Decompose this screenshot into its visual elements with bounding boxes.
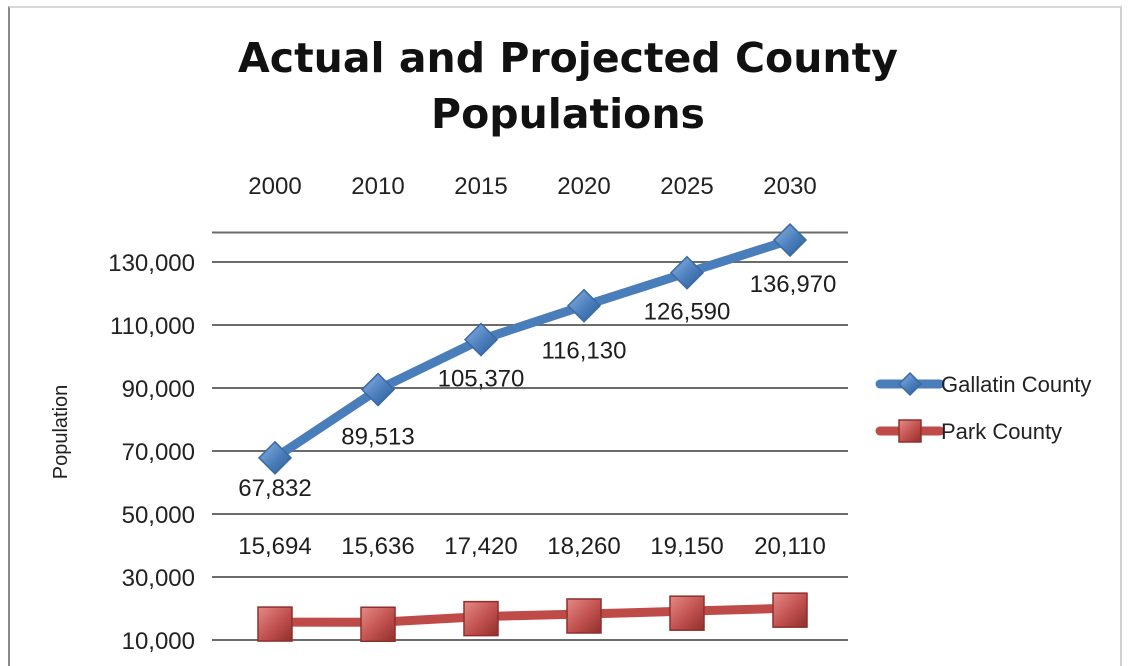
x-tick-label: 2020	[557, 173, 610, 200]
chart-title-line-2: Populations	[431, 90, 705, 138]
data-point-marker	[360, 372, 396, 407]
legend-label: Park County	[941, 419, 1062, 444]
x-tick-label: 2000	[248, 173, 301, 200]
data-point-marker	[772, 592, 808, 628]
y-tick-label: 90,000	[122, 376, 195, 403]
gridlines	[212, 231, 848, 641]
y-axis-title: Population	[50, 385, 72, 480]
data-label: 136,970	[750, 271, 837, 298]
data-point-marker	[463, 600, 499, 637]
data-label: 19,150	[650, 533, 723, 560]
chart-title-line-1: Actual and Projected County	[238, 34, 898, 82]
data-point-marker	[566, 598, 602, 634]
legend-item: Gallatin County	[875, 371, 1091, 397]
data-point-marker	[669, 595, 705, 631]
data-label: 126,590	[644, 299, 731, 326]
data-point-marker	[257, 440, 293, 475]
legend-marker	[897, 371, 923, 397]
series-park-county	[257, 592, 808, 642]
data-point-marker	[360, 606, 396, 642]
y-tick-label: 70,000	[122, 439, 195, 466]
series-line	[270, 235, 795, 463]
data-point-marker	[772, 222, 808, 258]
data-label: 116,130	[542, 338, 627, 365]
legend: Gallatin County Park County	[875, 371, 1091, 444]
legend-label: Gallatin County	[941, 372, 1091, 397]
chart-title: Actual and Projected County Populations	[238, 34, 898, 138]
chart-frame	[8, 6, 1122, 666]
data-point-marker	[257, 606, 293, 642]
y-tick-label: 130,000	[108, 250, 195, 277]
data-point-marker	[463, 322, 499, 357]
y-axis-tick-labels: 130,000 110,000 90,000 70,000 50,000 30,000 10…	[108, 250, 195, 655]
data-label: 15,694	[238, 533, 311, 560]
x-tick-label: 2010	[351, 173, 404, 200]
data-label: 17,420	[444, 533, 517, 560]
data-label: 67,832	[238, 475, 311, 502]
data-label: 89,513	[341, 424, 414, 451]
y-tick-label: 110,000	[110, 313, 195, 340]
x-axis-tick-labels: 2000 2010 2015 2020 2025 2030	[248, 173, 816, 200]
y-tick-label: 30,000	[122, 565, 195, 592]
data-label: 105,370	[438, 366, 525, 393]
data-point-marker	[669, 255, 705, 290]
series-gallatin-county	[257, 222, 808, 475]
y-tick-label: 10,000	[122, 628, 195, 655]
x-tick-label: 2015	[454, 173, 507, 200]
x-tick-label: 2030	[763, 173, 816, 200]
data-series	[257, 222, 808, 642]
data-label: 15,636	[341, 533, 414, 560]
y-tick-label: 50,000	[122, 502, 195, 529]
data-label: 20,110	[754, 533, 826, 560]
data-point-marker	[566, 288, 602, 323]
x-tick-label: 2025	[660, 173, 713, 200]
legend-marker	[898, 419, 922, 443]
data-label: 18,260	[547, 533, 620, 560]
legend-item: Park County	[875, 419, 1062, 444]
series-line	[270, 603, 795, 627]
data-labels: 67,832 89,513 105,370 116,130 126,590 136,970…	[238, 271, 836, 560]
